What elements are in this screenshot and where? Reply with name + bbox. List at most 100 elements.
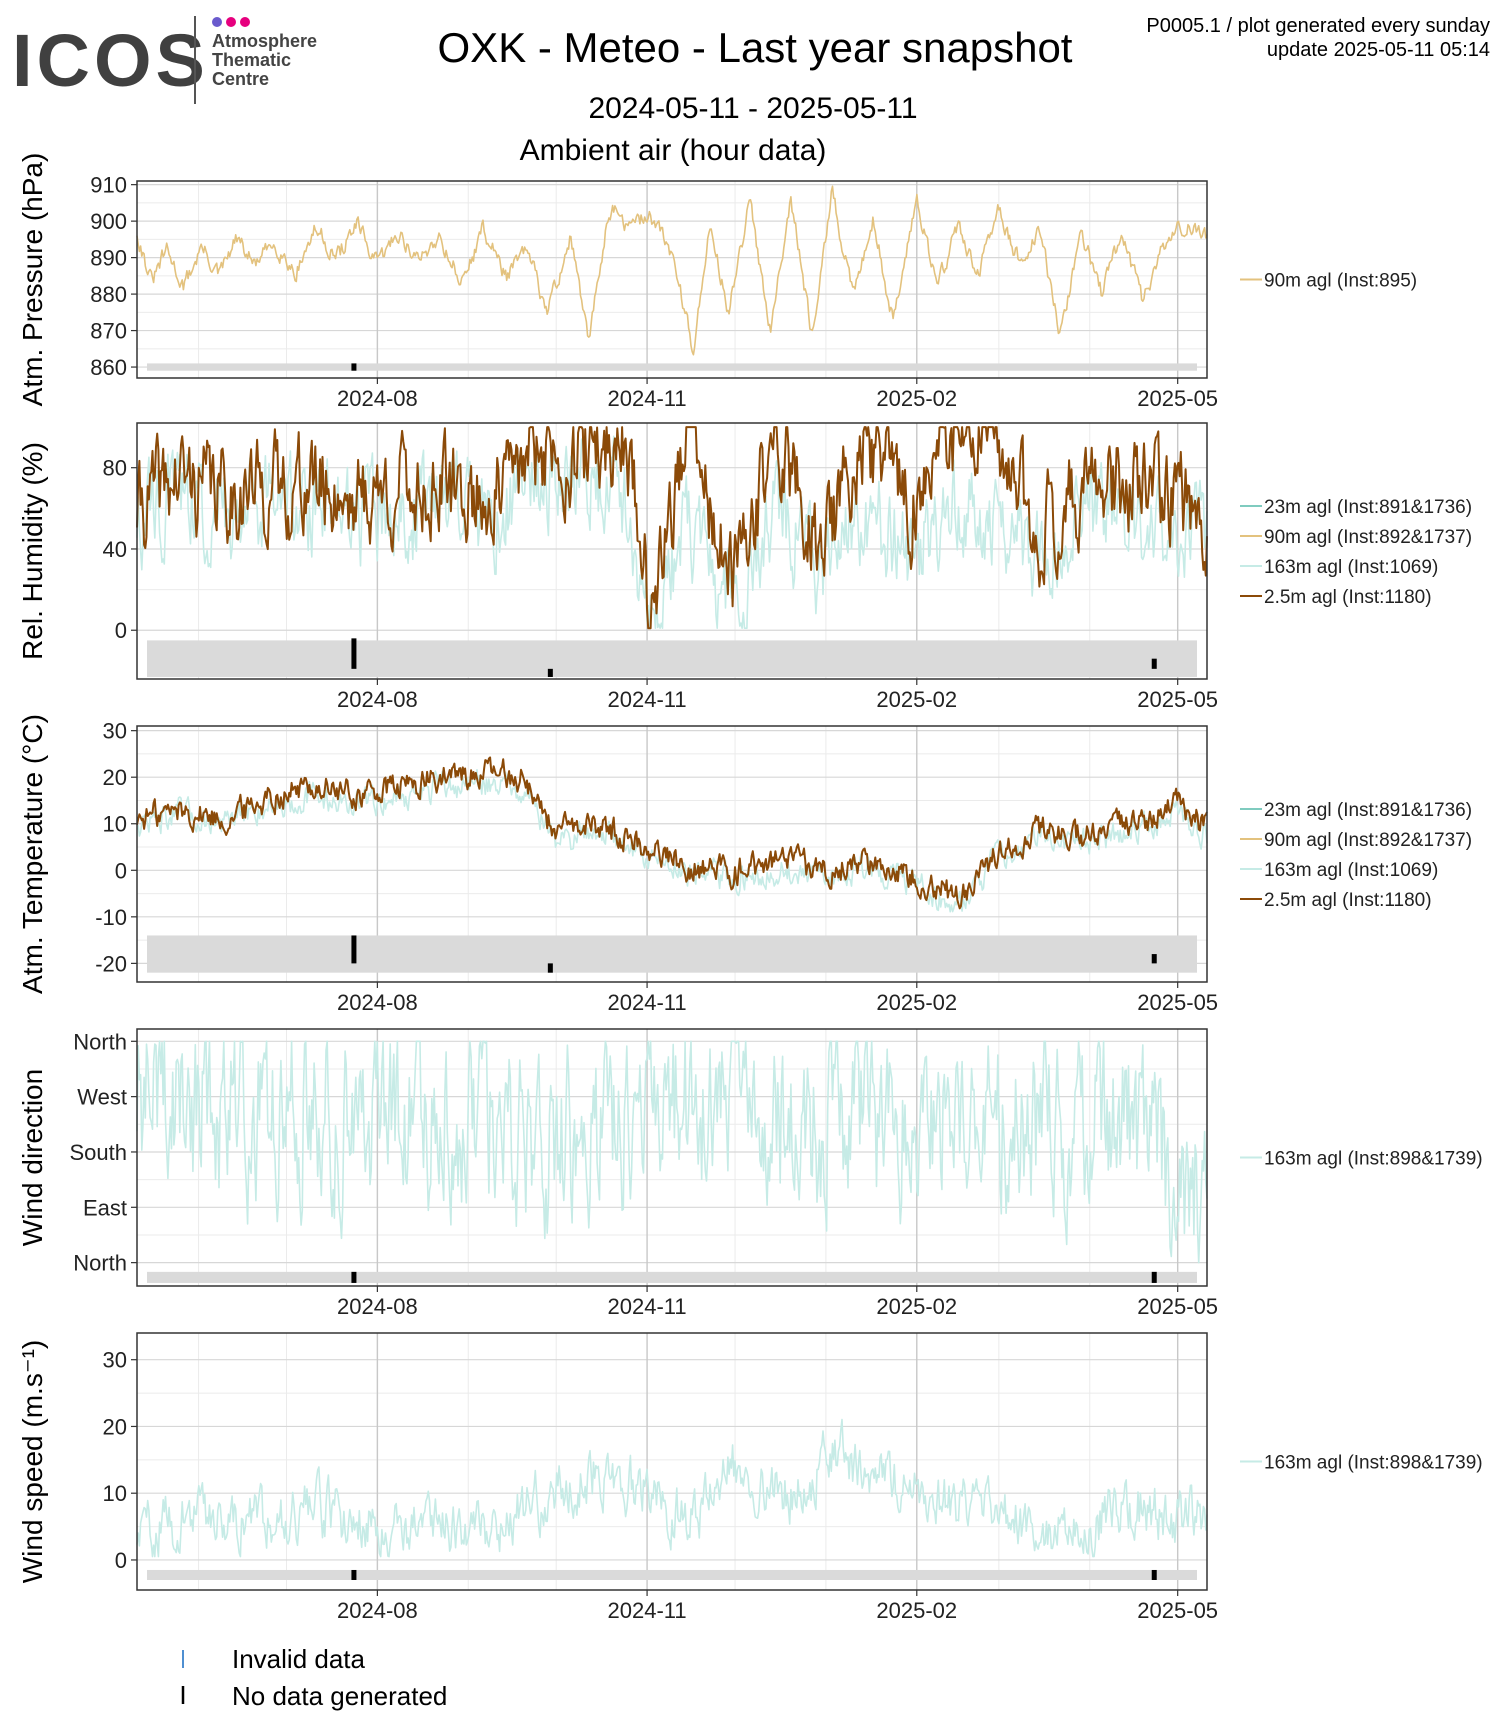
panel-wind_speed: 0 10 20 30 2024-08 2024-11 2025-02 2025-05 Wind … xyxy=(17,1332,1483,1623)
y-axis-label: Wind direction xyxy=(17,1069,48,1246)
availability-band xyxy=(147,1569,1197,1580)
y-tick-label: -20 xyxy=(95,951,127,976)
x-tick-label: 2025-05 xyxy=(1137,990,1218,1015)
legend-label: 163m agl (Inst:898&1739) xyxy=(1264,1453,1483,1474)
y-tick-label: 880 xyxy=(90,282,127,307)
availability-band xyxy=(147,640,1197,677)
x-tick-label: 2024-11 xyxy=(608,1598,687,1623)
no-data-mark xyxy=(351,363,357,371)
availability-band xyxy=(147,1271,1197,1283)
plot-frame xyxy=(136,1332,1208,1591)
no-data-mark xyxy=(1151,954,1157,964)
logo-sub-3: Centre xyxy=(212,69,269,89)
no-data-mark xyxy=(351,1569,357,1580)
x-tick-label: 2025-02 xyxy=(876,687,957,712)
plot-frame xyxy=(136,422,1208,680)
x-tick-label: 2024-08 xyxy=(337,1294,418,1319)
y-tick-label: 860 xyxy=(90,355,127,380)
plot-frame xyxy=(136,180,1208,379)
chart-subtitle: Ambient air (hour data) xyxy=(520,134,827,167)
legend-label: 90m agl (Inst:892&1737) xyxy=(1264,830,1472,851)
y-tick-label: 0 xyxy=(115,618,127,643)
y-tick-label: West xyxy=(77,1085,127,1110)
no-data-mark xyxy=(351,1271,357,1283)
x-tick-label: 2024-08 xyxy=(337,990,418,1015)
x-tick-label: 2024-11 xyxy=(608,990,687,1015)
x-tick-label: 2024-11 xyxy=(608,687,687,712)
no-data-label: No data generated xyxy=(232,1681,447,1711)
y-tick-label: 20 xyxy=(103,1414,127,1439)
y-tick-label: 0 xyxy=(115,1548,127,1573)
x-tick-label: 2025-05 xyxy=(1137,386,1218,411)
y-tick-label: 900 xyxy=(90,209,127,234)
series-line xyxy=(136,185,1208,356)
plot-area xyxy=(137,1333,1207,1590)
y-tick-label: 30 xyxy=(103,1348,127,1373)
y-tick-label: 10 xyxy=(103,812,127,837)
legend-label: 163m agl (Inst:1069) xyxy=(1264,860,1438,881)
no-data-mark xyxy=(547,963,553,973)
legend-label: 90m agl (Inst:892&1737) xyxy=(1264,527,1472,548)
logo-dot-2 xyxy=(226,17,236,27)
no-data-mark xyxy=(1151,1569,1157,1580)
no-data-mark xyxy=(1151,1271,1157,1283)
y-tick-label: 910 xyxy=(90,173,127,198)
x-tick-label: 2025-05 xyxy=(1137,687,1218,712)
legend-label: 163m agl (Inst:1069) xyxy=(1264,557,1438,578)
chart-title: OXK - Meteo - Last year snapshot xyxy=(438,24,1073,71)
y-tick-label: 20 xyxy=(103,765,127,790)
x-tick-label: 2024-08 xyxy=(337,687,418,712)
legend-label: 163m agl (Inst:898&1739) xyxy=(1264,1149,1483,1170)
legend-label: 2.5m agl (Inst:1180) xyxy=(1264,587,1432,608)
panels: 860 870 880 890 900 910 2024-08 2024-11 2025-02 2… xyxy=(17,153,1483,1623)
y-tick-label: 0 xyxy=(115,858,127,883)
invalid-data-label: Invalid data xyxy=(232,1644,366,1674)
legend-label: 23m agl (Inst:891&1736) xyxy=(1264,800,1472,821)
x-tick-label: 2025-02 xyxy=(876,1294,957,1319)
plot-frame xyxy=(136,1028,1208,1287)
icos-logo: ICOS Atmosphere Thematic Centre xyxy=(12,16,317,104)
y-tick-label: 80 xyxy=(103,456,127,481)
logo-sub-1: Atmosphere xyxy=(212,31,317,51)
y-tick-label: North xyxy=(73,1251,127,1276)
no-data-mark xyxy=(547,668,553,677)
panel-pressure: 860 870 880 890 900 910 2024-08 2024-11 2025-02 2… xyxy=(17,153,1417,411)
x-tick-label: 2025-02 xyxy=(876,1598,957,1623)
y-tick-label: 30 xyxy=(103,719,127,744)
panel-wind_direction: North East South West North 2024-08 2024-11 202… xyxy=(17,1028,1483,1319)
y-tick-label: 890 xyxy=(90,246,127,271)
y-tick-label: 40 xyxy=(103,537,127,562)
y-tick-label: South xyxy=(70,1140,128,1165)
y-axis-label: Rel. Humidity (%) xyxy=(17,442,48,660)
x-tick-label: 2024-08 xyxy=(337,1598,418,1623)
logo-sub-2: Thematic xyxy=(212,50,291,70)
plot-frame xyxy=(136,725,1208,983)
availability-band xyxy=(147,363,1197,371)
x-tick-label: 2024-11 xyxy=(608,386,687,411)
bottom-legend: Invalid data No data generated xyxy=(181,1644,447,1711)
availability-band xyxy=(147,935,1197,973)
y-tick-label: 10 xyxy=(103,1481,127,1506)
no-data-mark xyxy=(1151,658,1157,669)
series-line xyxy=(136,1040,1208,1264)
panel-humidity: 0 40 80 2024-08 2024-11 2025-02 2025-05 Rel. Hu… xyxy=(17,422,1472,712)
panel-temperature: -20 -10 0 10 20 30 2024-08 2024-11 2025-02 2025-0… xyxy=(17,714,1472,1015)
logo-dot-3 xyxy=(240,17,250,27)
logo-text: ICOS xyxy=(12,19,209,102)
no-data-mark xyxy=(351,638,357,669)
y-axis-label: Atm. Pressure (hPa) xyxy=(17,153,48,407)
x-tick-label: 2025-02 xyxy=(876,386,957,411)
corner-note-2: update 2025-05-11 05:14 xyxy=(1267,39,1490,61)
series-line xyxy=(136,426,1208,630)
corner-note-1: P0005.1 / plot generated every sunday xyxy=(1146,15,1490,37)
series-line xyxy=(136,1418,1208,1558)
y-tick-label: 870 xyxy=(90,319,127,344)
plot-area xyxy=(137,181,1207,378)
legend-label: 90m agl (Inst:895) xyxy=(1264,271,1417,292)
x-tick-label: 2025-02 xyxy=(876,990,957,1015)
series-line xyxy=(136,756,1208,910)
y-tick-label: East xyxy=(83,1195,127,1220)
logo-dot-1 xyxy=(212,17,222,27)
y-tick-label: North xyxy=(73,1029,127,1054)
